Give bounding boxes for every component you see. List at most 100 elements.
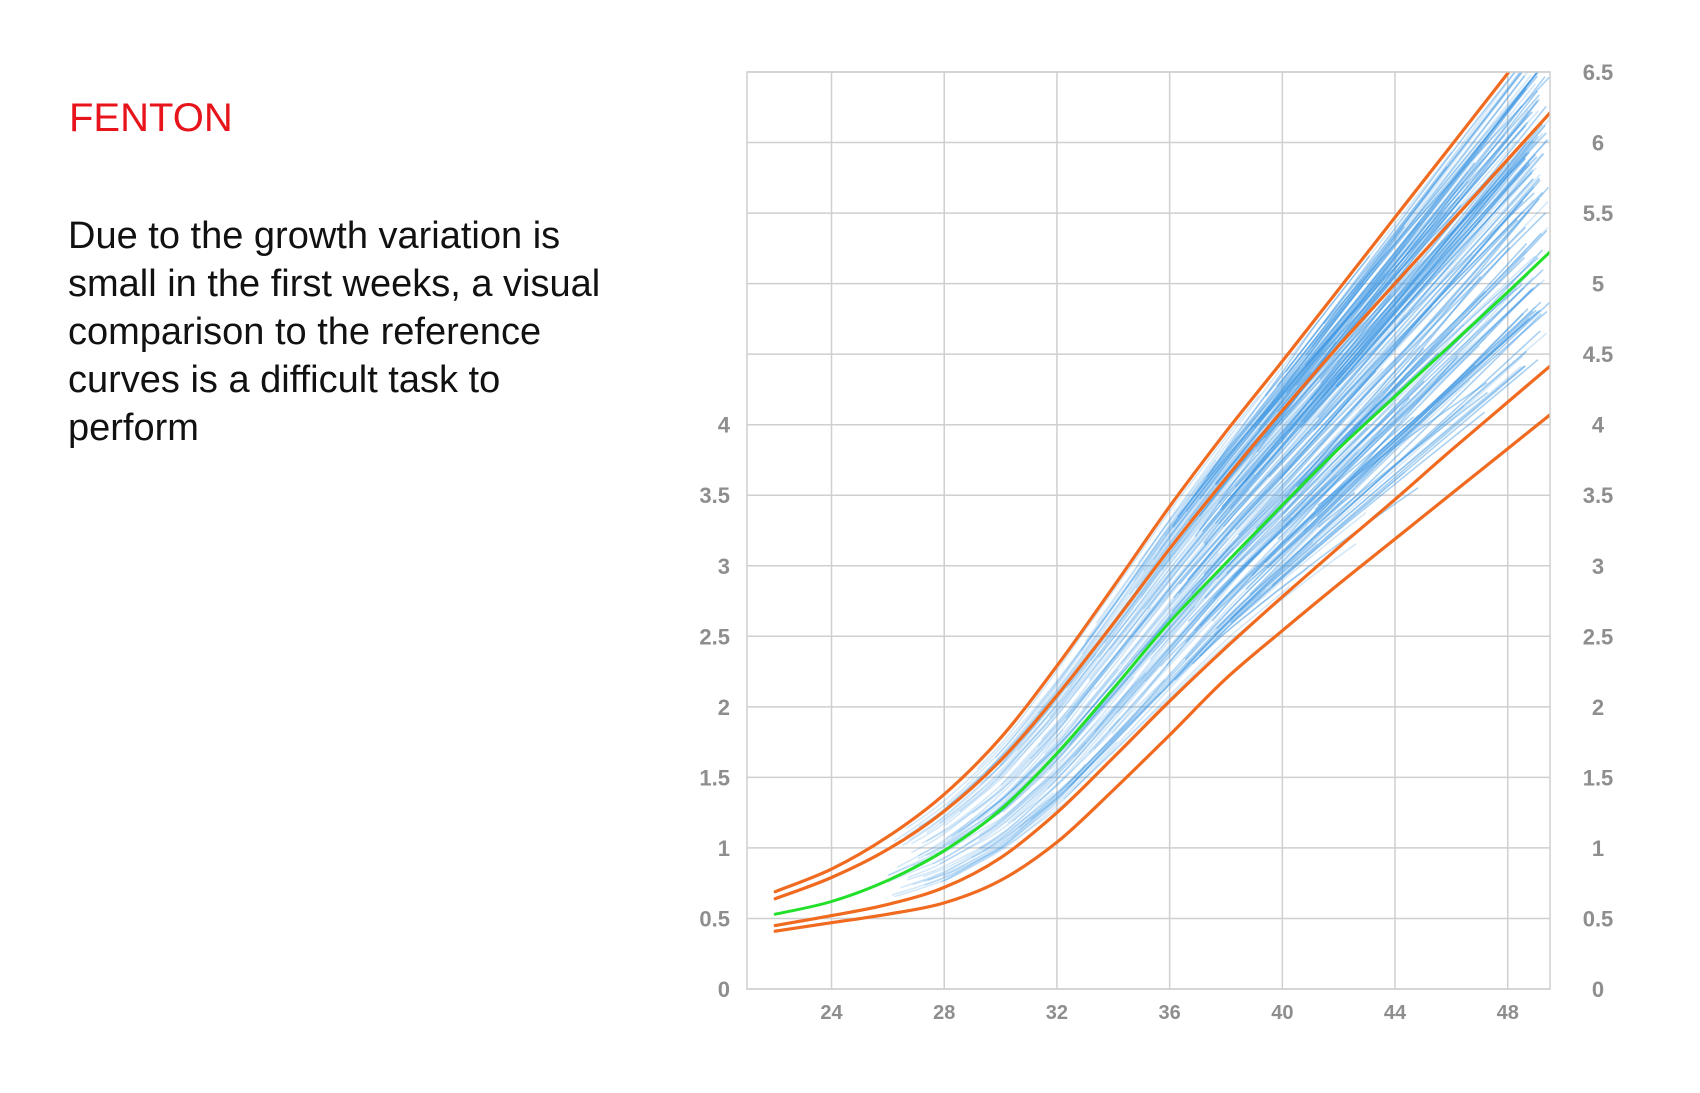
patient-curve: [1093, 287, 1518, 750]
patient-curve: [1320, 105, 1547, 384]
patient-curve: [1174, 313, 1542, 681]
patient-curve: [1285, 283, 1540, 527]
y-tick-label-right: 2: [1592, 695, 1604, 720]
patient-curve: [1164, 74, 1532, 536]
patient-curve: [982, 332, 1548, 852]
patient-curve: [997, 451, 1253, 779]
patient-curve: [1310, 309, 1537, 520]
patient-curve: [1185, 75, 1526, 512]
patient-curve: [1192, 487, 1419, 665]
patient-curve: [1230, 411, 1486, 624]
patient-curve: [1029, 260, 1454, 760]
patient-curve: [1081, 72, 1517, 655]
patient-curve: [1110, 567, 1309, 743]
patient-curve: [1244, 142, 1528, 483]
patient-curve: [1135, 111, 1532, 589]
patient-curve: [1178, 370, 1377, 594]
patient-curve: [1098, 118, 1550, 658]
patient-curve: [927, 588, 1267, 882]
reference-curve: [773, 72, 1511, 894]
patient-curve: [1303, 164, 1531, 423]
y-tick-label-left: 0: [718, 977, 730, 1002]
patient-curve: [1030, 541, 1314, 820]
patient-curve: [1225, 347, 1425, 568]
y-tick-label-right: 5.5: [1583, 201, 1614, 226]
patient-curve: [917, 537, 1229, 857]
patient-curve: [1131, 250, 1528, 661]
y-tick-label-right: 3.5: [1583, 483, 1614, 508]
patient-curve: [991, 192, 1529, 815]
patient-curve: [1198, 72, 1539, 500]
patient-curve: [1143, 110, 1539, 572]
patient-curve: [1143, 141, 1539, 610]
patient-curve: [1168, 306, 1536, 686]
patient-curve: [1311, 75, 1539, 348]
patient-curve: [1335, 169, 1534, 387]
x-tick-label: 40: [1271, 1002, 1293, 1024]
y-tick-label-left: 2.5: [699, 624, 730, 649]
patient-curve: [1104, 212, 1444, 644]
patient-curve: [1147, 132, 1544, 610]
patient-curve: [887, 345, 1481, 883]
patient-curve: [1153, 262, 1380, 561]
y-tick-label-right: 2.5: [1583, 624, 1614, 649]
patient-curve: [1330, 273, 1529, 473]
patient-curve: [964, 676, 1135, 847]
patient-curve: [1151, 335, 1463, 654]
x-tick-label: 48: [1497, 1002, 1519, 1024]
patient-curve: [1094, 314, 1406, 690]
axes: [746, 71, 1551, 990]
patient-curve: [1178, 219, 1519, 585]
patient-curve: [1198, 218, 1482, 531]
x-tick-label: 28: [933, 1002, 955, 1024]
patient-curve: [1171, 257, 1539, 612]
y-tick-label-right: 1: [1592, 836, 1604, 861]
patient-curve: [1234, 124, 1546, 488]
patient-curve: [1215, 88, 1528, 486]
patient-curve: [1276, 80, 1532, 387]
patient-curve: [1206, 72, 1522, 478]
y-tick-label-left: 4: [718, 413, 731, 438]
slide-title: FENTON: [69, 96, 233, 140]
patient-curve: [1084, 151, 1453, 643]
patient-curve: [1134, 72, 1523, 581]
patient-curve: [1276, 162, 1476, 413]
patient-curve: [1139, 255, 1536, 653]
y-tick-label-right: 6: [1592, 131, 1604, 156]
patient-curve: [1068, 139, 1549, 686]
patient-curve: [1268, 211, 1524, 478]
reference-curves: [773, 72, 1550, 933]
patient-curve: [1267, 301, 1550, 569]
patient-curve: [1096, 201, 1549, 701]
patient-curve: [1198, 100, 1538, 517]
patient-curve: [980, 516, 1292, 849]
slide-description: Due to the growth variation is small in …: [68, 215, 601, 449]
patient-curve: [1324, 200, 1524, 427]
patient-curve: [1007, 550, 1263, 824]
patient-curve: [1168, 83, 1537, 538]
reference-curve: [773, 110, 1550, 901]
patient-curve: [1211, 397, 1411, 622]
patient-curves: [887, 72, 1550, 898]
patient-curve: [1203, 290, 1487, 575]
patient-curve: [997, 605, 1196, 816]
patient-curve: [1190, 209, 1531, 594]
patient-curve: [1258, 72, 1539, 431]
patient-curve: [1108, 414, 1420, 732]
patient-curve: [1317, 152, 1545, 419]
patient-curve: [1221, 295, 1392, 511]
patient-curve: [942, 740, 1113, 878]
x-tick-label: 36: [1159, 1002, 1181, 1024]
patient-curve: [1161, 114, 1529, 571]
patient-curve: [1245, 308, 1529, 590]
patient-curve: [971, 512, 1367, 859]
y-tick-label-right: 4: [1592, 413, 1605, 438]
patient-curve: [1047, 451, 1359, 790]
patient-curve: [1144, 499, 1344, 682]
patient-curve: [1227, 135, 1539, 501]
y-tick-label-right: 5: [1592, 272, 1604, 297]
patient-curve: [1288, 123, 1544, 432]
reference-curve: [773, 364, 1550, 928]
patient-curve: [905, 273, 1386, 830]
patient-curve: [1062, 429, 1374, 748]
